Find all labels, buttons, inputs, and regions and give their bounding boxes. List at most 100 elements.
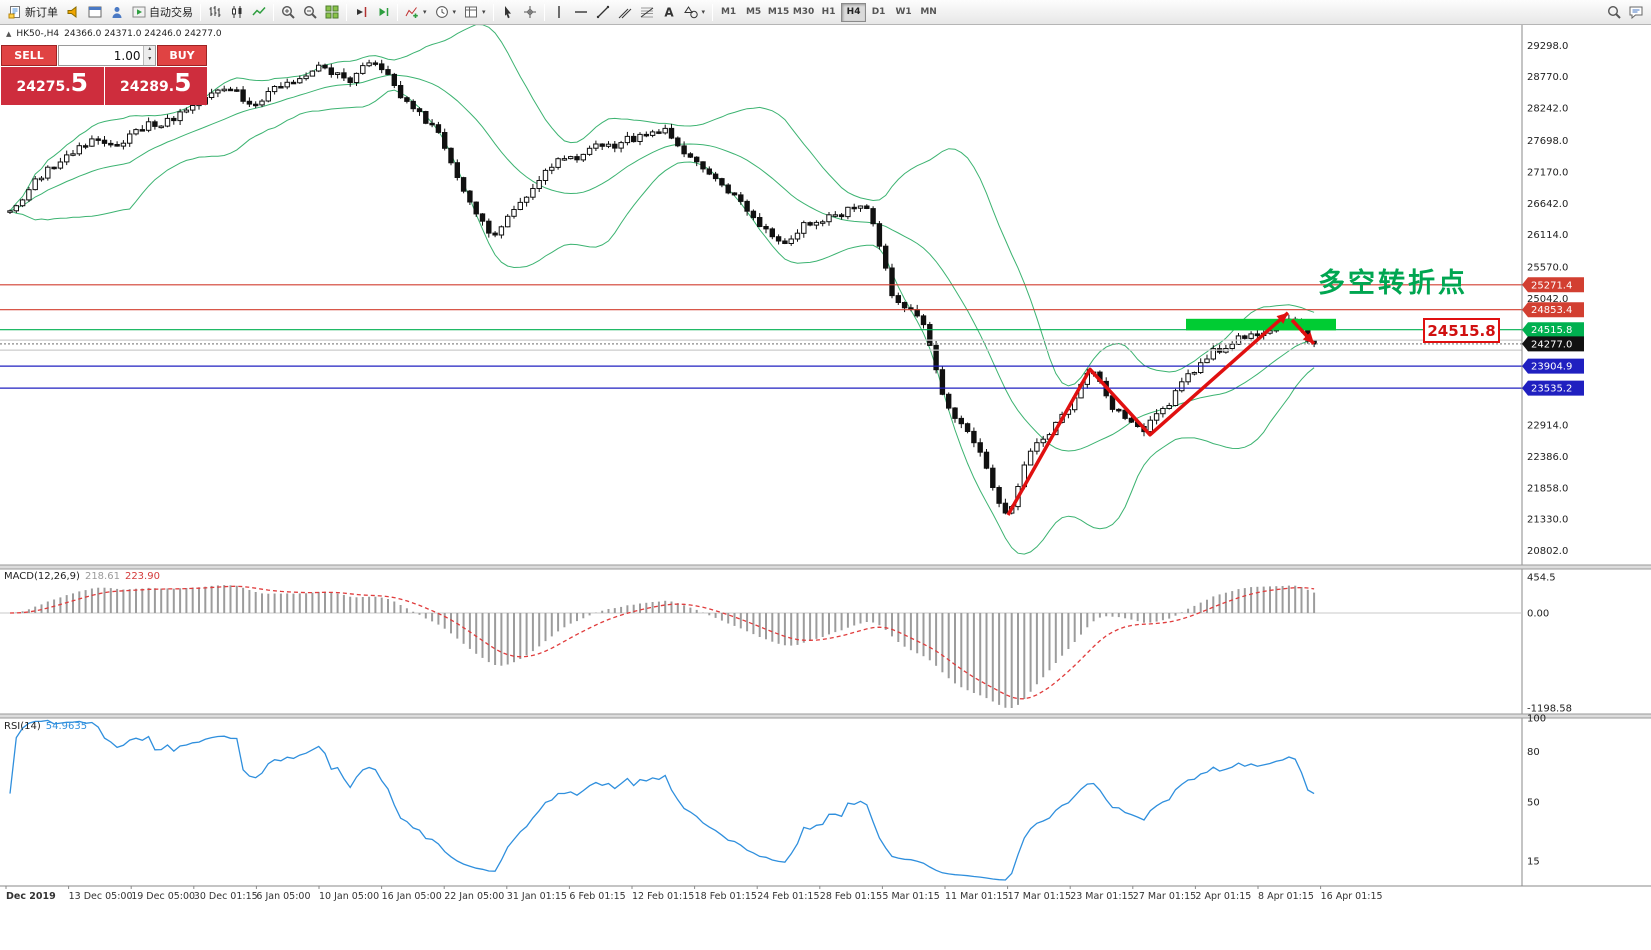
svg-text:25570.0: 25570.0 [1527,263,1568,274]
time-axis-label: 16 Jan 05:00 [382,891,442,902]
candle-chart-mode-button[interactable] [226,2,248,23]
svg-text:50: 50 [1527,798,1540,809]
price-level-lines [0,284,1522,389]
volume-up-arrow[interactable]: ▴ [144,46,155,56]
svg-text:21330.0: 21330.0 [1527,515,1568,526]
toolbar-right-group [1603,2,1647,23]
price-tag [1522,380,1584,396]
horn-icon [67,5,77,19]
panel-splitter[interactable] [0,565,1651,569]
templates-button[interactable]: ▾ [460,2,490,23]
search-button[interactable] [1603,2,1625,23]
trend-icon [596,5,609,19]
time-axis-label: 13 Dec 05:00 [69,891,133,902]
tile-windows-button[interactable] [321,2,343,23]
person-icon [112,7,122,18]
time-axis-label: 17 Mar 01:15 [1008,891,1071,902]
clock-icon [435,6,448,18]
auto-trading-label: 自动交易 [149,6,193,19]
zoom-out-button[interactable] [299,2,321,23]
timeframe-h4-button[interactable]: H4 [841,2,867,22]
svg-text:0.00: 0.00 [1527,609,1549,620]
svg-text:25042.0: 25042.0 [1527,294,1568,305]
svg-text:15: 15 [1527,856,1540,867]
time-axis-label: 12 Feb 01:15 [632,891,694,902]
macd-signal-line [9,585,1315,700]
periods-dropdown-arrow[interactable]: ▾ [452,8,457,16]
tile-icon [325,5,339,19]
collapse-trade-panel-arrow[interactable]: ▲ [6,30,12,38]
timeframe-m30-button[interactable]: M30 [792,7,815,17]
doc-icon [8,6,20,19]
trendline-tool-button[interactable] [592,2,614,23]
svg-text:23904.9: 23904.9 [1531,362,1572,373]
timeframe-h1-button[interactable]: H1 [821,7,836,17]
svg-text:A: A [664,6,674,20]
channel-tool-button[interactable] [614,2,636,23]
timeframe-m5-button[interactable]: M5 [745,7,762,17]
vertical-line-tool-button[interactable] [548,2,570,23]
timeframe-d1-button[interactable]: D1 [871,7,886,17]
rsi-label: RSI(14) 54.9635 [4,721,88,732]
rsi-line [9,719,1315,881]
svg-text:29298.0: 29298.0 [1527,41,1568,52]
buy-button[interactable]: BUY [157,45,207,66]
time-axis-label: 10 Jan 05:00 [319,891,379,902]
indicators-dropdown-arrow[interactable]: ▾ [423,8,427,16]
periods-button[interactable]: ▾ [431,2,461,23]
crosshair-button[interactable] [519,2,541,23]
toolbar-separator [543,3,545,21]
chat-button[interactable] [1625,2,1647,23]
text-tool-button[interactable]: A [658,2,680,23]
price-callout-box[interactable]: 24515.8 [1423,318,1500,343]
volume-down-arrow[interactable]: ▾ [144,55,155,65]
time-axis-label: 23 Mar 01:15 [1070,891,1133,902]
horizontal-line-tool-button[interactable] [570,2,592,23]
time-axis-label: 19 Dec 05:00 [131,891,195,902]
shapes-icon [683,6,698,19]
cursor-button[interactable] [497,2,519,23]
time-axis-label: 28 Feb 01:15 [820,891,882,902]
indicators-button[interactable]: ▾ [401,2,431,23]
vline-icon [557,6,560,18]
sell-price[interactable]: 24275. 5 [1,67,104,105]
auto-trading-button[interactable]: 自动交易 [128,2,197,23]
timeframe-m1-button[interactable]: M1 [720,7,737,17]
auto-scroll-button[interactable] [372,2,394,23]
market-watch-button[interactable] [84,2,106,23]
svg-text:24853.4: 24853.4 [1531,305,1572,316]
templates-dropdown-arrow[interactable]: ▾ [482,8,486,16]
svg-text:100: 100 [1527,714,1546,725]
buy-price[interactable]: 24289. 5 [104,67,207,105]
symbol-title: HK50-,H4 [16,29,60,39]
line-chart-mode-button[interactable] [248,2,270,23]
svg-text:454.5: 454.5 [1527,573,1556,584]
svg-text:23535.2: 23535.2 [1531,384,1572,395]
zoom-in-button[interactable] [277,2,299,23]
timeframe-w1-button[interactable]: W1 [895,7,912,17]
alerts-button[interactable] [62,2,84,23]
time-axis-label: 5 Mar 01:15 [882,891,939,902]
macd-axis-labels: 454.5 0.00 -1198.58 [1527,573,1572,715]
timeframe-m15-button[interactable]: M15 [767,7,790,17]
fibonacci-tool-button[interactable] [636,2,658,23]
arrows-tool-dropdown-arrow[interactable]: ▾ [701,8,706,16]
shift-end-of-chart-button[interactable] [350,2,372,23]
price-tag [1522,322,1584,338]
search-icon [1607,5,1621,19]
text-icon: A [664,6,674,20]
arrows-tool-button[interactable]: ▾ [680,2,710,23]
cross-icon [523,6,536,18]
sell-button[interactable]: SELL [1,45,57,66]
timeframe-mn-button[interactable]: MN [920,7,937,17]
toolbar-separator [273,3,274,21]
play-icon [132,6,146,18]
channel-icon [618,8,631,19]
volume-input[interactable] [59,46,144,65]
new-order-button[interactable]: 新订单 [4,2,62,23]
bar-chart-mode-button[interactable] [204,2,226,23]
data-window-button[interactable] [106,2,128,23]
svg-text:24515.8: 24515.8 [1531,325,1572,336]
panel-splitter[interactable] [0,714,1651,718]
